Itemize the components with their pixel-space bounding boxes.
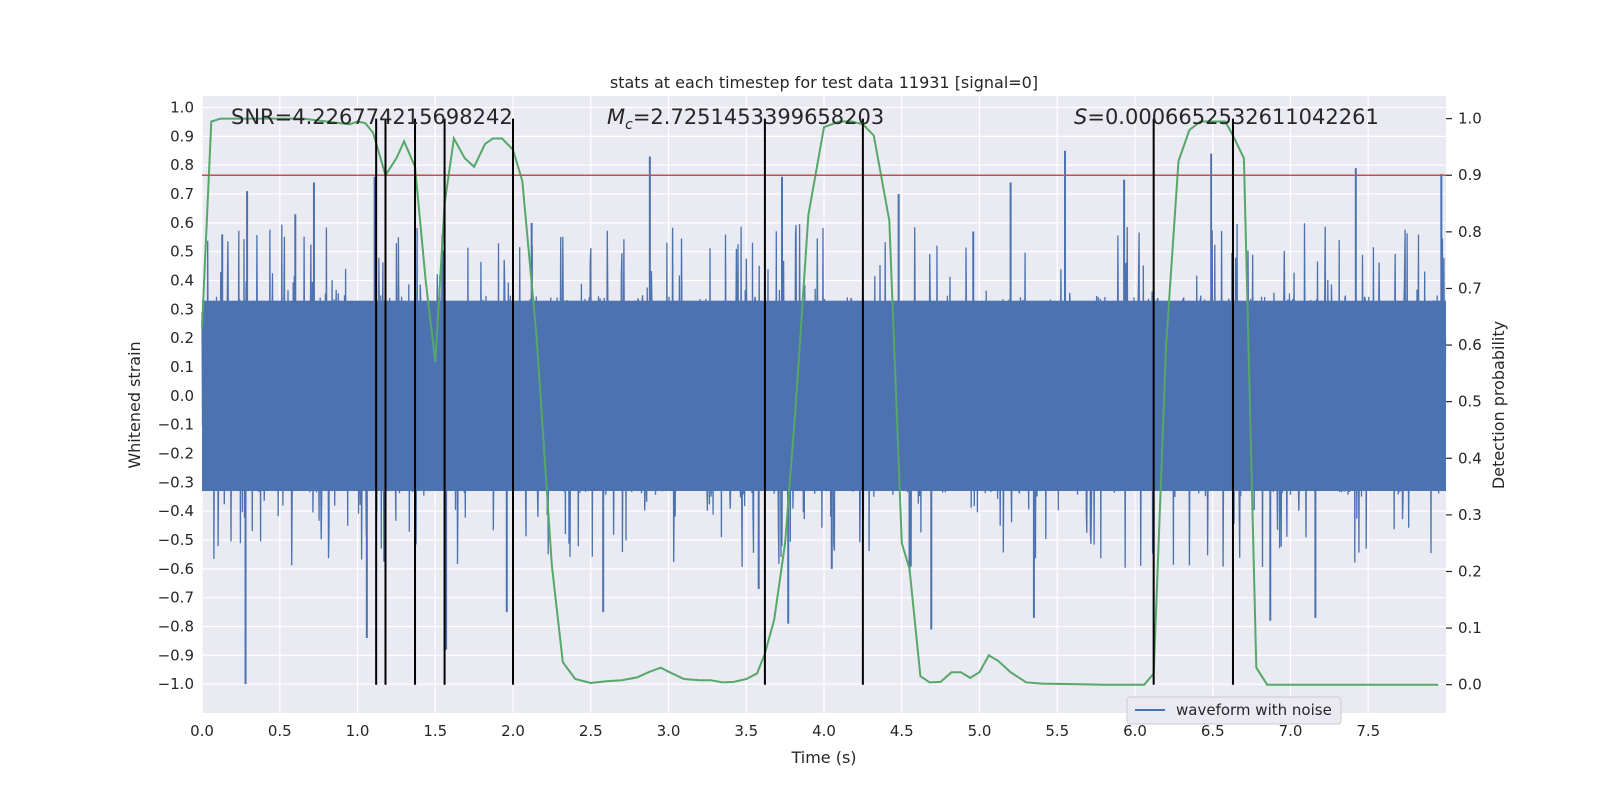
y-tick-label: −0.2	[158, 445, 194, 463]
probability-series	[201, 117, 1446, 686]
y-right-tick-label: 0.0	[1458, 676, 1482, 694]
s-symbol: S	[1074, 105, 1087, 129]
x-tick-label: 0.5	[268, 722, 292, 740]
y-tick-label: 0.0	[170, 387, 194, 405]
x-axis-label: Time (s)	[790, 748, 856, 767]
probability-line	[201, 117, 1439, 686]
y-right-axis-ticks: 1.0 0.9 0.8 0.7 0.6 0.5 0.4 0.3 0.2 0.1 0.0	[1446, 110, 1482, 694]
y-tick-label: 0.9	[170, 127, 194, 145]
y-tick-label: −0.8	[158, 618, 194, 636]
s-value: =0.0006652532611042261	[1087, 105, 1379, 129]
x-tick-label: 1.5	[423, 722, 447, 740]
y-tick-label: −0.9	[158, 646, 194, 664]
x-tick-label: 7.5	[1356, 722, 1380, 740]
mc-subscript: c	[625, 117, 633, 133]
x-tick-label: 2.0	[501, 722, 525, 740]
y-right-tick-label: 1.0	[1458, 110, 1482, 128]
y-axis-ticks: 1.0 0.9 0.8 0.7 0.6 0.5 0.4 0.3 0.2 0.1 0.0 −0.1 −0.…	[158, 99, 194, 694]
event-lines	[375, 118, 1234, 685]
waveform-band	[202, 300, 1446, 491]
y-right-tick-label: 0.1	[1458, 619, 1482, 637]
y-tick-label: 0.7	[170, 185, 194, 203]
y-right-tick-label: 0.9	[1458, 166, 1482, 184]
y-right-tick-label: 0.3	[1458, 506, 1482, 524]
y-right-axis-label: Detection probability	[1489, 321, 1508, 489]
y-tick-label: −0.4	[158, 502, 194, 520]
x-tick-label: 6.5	[1201, 722, 1225, 740]
legend: waveform with noise	[1126, 696, 1342, 725]
y-right-tick-label: 0.5	[1458, 393, 1482, 411]
x-tick-label: 4.0	[812, 722, 836, 740]
y-tick-label: −0.1	[158, 416, 194, 434]
y-tick-label: 0.3	[170, 300, 194, 318]
y-right-tick-label: 0.6	[1458, 336, 1482, 354]
y-right-tick-label: 0.7	[1458, 279, 1482, 297]
x-tick-label: 1.0	[346, 722, 370, 740]
mc-symbol: M	[607, 105, 625, 129]
y-tick-label: −1.0	[158, 675, 194, 693]
x-tick-label: 6.0	[1123, 722, 1147, 740]
y-axis-label: Whitened strain	[125, 341, 144, 468]
legend-label: waveform with noise	[1176, 701, 1332, 719]
legend-box	[1126, 696, 1342, 725]
mc-value: =2.7251453399658203	[633, 105, 884, 129]
x-tick-label: 7.0	[1279, 722, 1303, 740]
x-tick-label: 2.5	[579, 722, 603, 740]
x-tick-label: 5.5	[1045, 722, 1069, 740]
y-tick-label: −0.7	[158, 589, 194, 607]
y-tick-label: 0.4	[170, 272, 194, 290]
x-tick-label: 4.5	[890, 722, 914, 740]
y-right-tick-label: 0.8	[1458, 223, 1482, 241]
waveform-series	[201, 150, 1447, 685]
y-tick-label: 0.2	[170, 329, 194, 347]
y-right-tick-label: 0.2	[1458, 562, 1482, 580]
y-tick-label: −0.5	[158, 531, 194, 549]
x-axis-ticks: 0.0 0.5 1.0 1.5 2.0 2.5 3.0 3.5 4.0 4.5 5.0 5.5 6.0 6…	[190, 722, 1380, 740]
x-tick-label: 3.0	[657, 722, 681, 740]
y-tick-label: 0.1	[170, 358, 194, 376]
x-tick-label: 3.5	[734, 722, 758, 740]
chart-title: stats at each timestep for test data 119…	[610, 73, 1038, 92]
x-tick-label: 0.0	[190, 722, 214, 740]
y-tick-label: −0.3	[158, 473, 194, 491]
s-annotation: S=0.0006652532611042261	[1074, 105, 1379, 129]
y-tick-label: 1.0	[170, 99, 194, 117]
y-tick-label: 0.8	[170, 156, 194, 174]
y-tick-label: 0.6	[170, 214, 194, 232]
x-tick-label: 5.0	[968, 722, 992, 740]
y-tick-label: −0.6	[158, 560, 194, 578]
y-tick-label: 0.5	[170, 243, 194, 261]
mc-annotation: Mc=2.7251453399658203	[607, 105, 884, 133]
y-right-tick-label: 0.4	[1458, 449, 1482, 467]
snr-annotation: SNR=4.226774215698242	[231, 105, 513, 129]
